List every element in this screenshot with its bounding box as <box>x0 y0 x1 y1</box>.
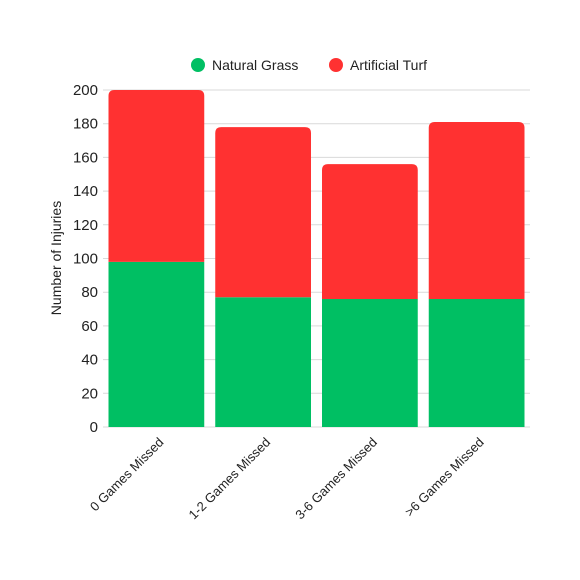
bar-segment-natural-grass <box>108 261 205 427</box>
y-axis-title: Number of Injuries <box>48 201 64 315</box>
bar-segment-artificial-turf <box>322 164 418 299</box>
y-tick-label: 120 <box>73 217 98 234</box>
y-axis-ticks: 0 20 40 60 80 100 120 140 160 180 200 <box>73 82 98 436</box>
y-tick-label: 140 <box>73 183 98 200</box>
x-tick-label: 0 Games Missed <box>87 435 167 515</box>
bar-segment-natural-grass <box>215 297 311 427</box>
legend-swatch <box>191 58 205 72</box>
bar-segment-artificial-turf <box>428 122 525 299</box>
y-tick-label: 100 <box>73 251 98 268</box>
x-tick-label: 1-2 Games Missed <box>185 435 273 523</box>
y-tick-label: 180 <box>73 116 98 133</box>
y-tick-label: 40 <box>81 352 98 369</box>
bar-segment-artificial-turf <box>215 127 311 298</box>
legend-label: Artificial Turf <box>350 57 427 73</box>
x-tick-label: 3-6 Games Missed <box>292 435 380 523</box>
bar-segment-natural-grass <box>428 298 525 427</box>
bar-segment-natural-grass <box>322 298 418 427</box>
x-tick-label: >6 Games Missed <box>402 435 487 520</box>
legend-swatch <box>329 58 343 72</box>
legend-label: Natural Grass <box>212 57 298 73</box>
x-axis-labels: 0 Games Missed 1-2 Games Missed 3-6 Games … <box>87 435 487 523</box>
legend: Natural Grass Artificial Turf <box>191 57 427 73</box>
y-tick-label: 0 <box>90 419 98 436</box>
y-tick-label: 160 <box>73 149 98 166</box>
y-tick-label: 80 <box>81 284 98 301</box>
y-tick-label: 60 <box>81 318 98 335</box>
y-tick-label: 200 <box>73 82 98 99</box>
bars <box>108 90 525 427</box>
bar-segment-artificial-turf <box>108 90 205 262</box>
y-tick-label: 20 <box>81 385 98 402</box>
